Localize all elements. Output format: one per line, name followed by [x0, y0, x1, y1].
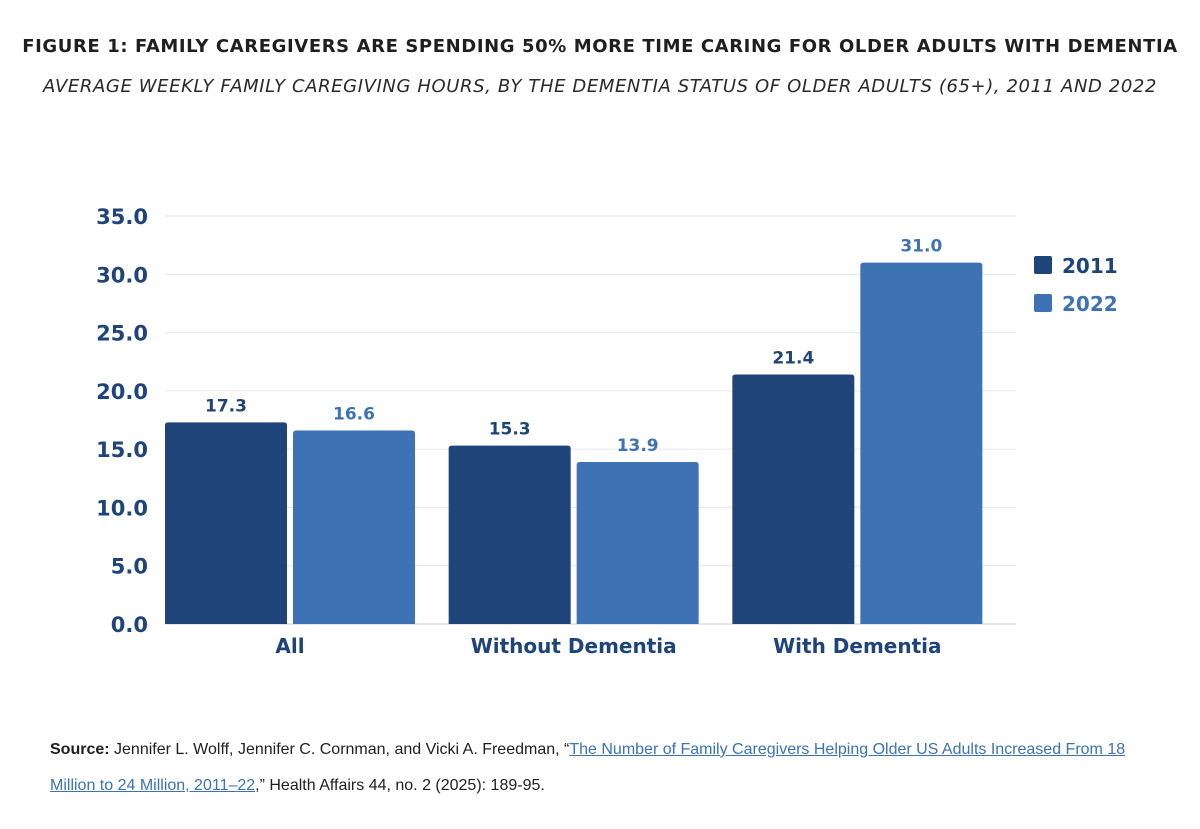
y-tick-label: 10.0: [96, 496, 148, 520]
data-label: 31.0: [900, 237, 942, 257]
legend-swatch-2022: [1034, 294, 1052, 312]
figure-title: FIGURE 1: FAMILY CAREGIVERS ARE SPENDING…: [22, 36, 1178, 57]
x-tick-label: All: [275, 634, 304, 658]
legend-label: 2022: [1062, 292, 1118, 316]
y-tick-label: 0.0: [111, 613, 148, 637]
bar-2022: [293, 430, 415, 624]
y-tick-label: 5.0: [111, 555, 148, 579]
x-tick-label: With Dementia: [773, 634, 941, 658]
source-citation: ,” Health Affairs 44, no. 2 (2025): 189-…: [255, 777, 545, 794]
bar-2022: [576, 461, 699, 624]
data-label: 15.3: [489, 420, 531, 440]
bar-2011: [732, 374, 855, 624]
source-link[interactable]: The Number of Family Caregivers Helping …: [50, 741, 1126, 794]
legend-label: 2011: [1062, 254, 1118, 278]
figure-subtitle: AVERAGE WEEKLY FAMILY CAREGIVING HOURS, …: [42, 76, 1158, 97]
bar-2022: [860, 262, 983, 624]
bar-2011: [165, 422, 287, 624]
data-label: 21.4: [772, 349, 814, 369]
bar-2011: [448, 445, 571, 624]
data-label: 13.9: [617, 436, 659, 456]
y-tick-label: 35.0: [96, 205, 148, 229]
bar-chart: 0.0 5.0 10.0 15.0 20.0 25.0 30.0 35.0 17.3 16.6 Al…: [96, 205, 1118, 658]
y-tick-label: 15.0: [96, 438, 148, 462]
y-tick-label: 30.0: [96, 263, 148, 287]
data-label: 17.3: [205, 396, 247, 416]
source-note: Source: Jennifer L. Wolff, Jennifer C. C…: [50, 732, 1130, 804]
source-label: Source:: [50, 741, 110, 758]
legend-swatch-2011: [1034, 256, 1052, 274]
source-authors: Jennifer L. Wolff, Jennifer C. Cornman, …: [109, 741, 570, 758]
x-tick-label: Without Dementia: [471, 634, 677, 658]
y-tick-label: 25.0: [96, 322, 148, 346]
y-tick-label: 20.0: [96, 380, 148, 404]
data-label: 16.6: [333, 404, 375, 424]
